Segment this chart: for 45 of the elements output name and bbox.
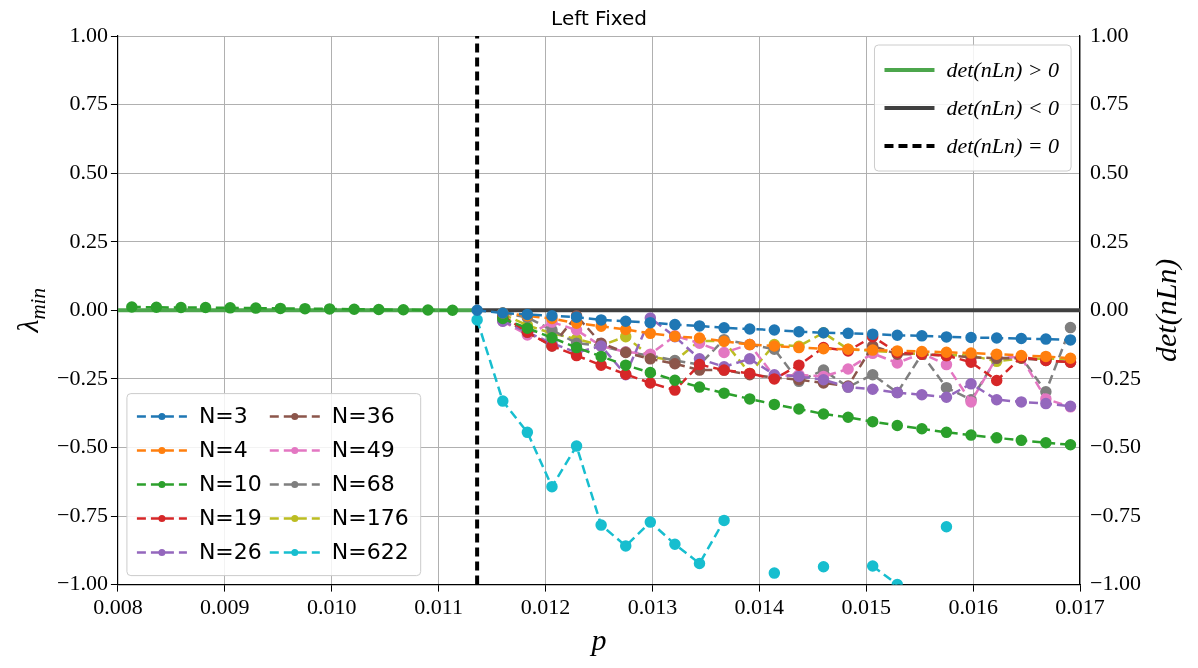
y2-tick-label: −0.50: [1090, 433, 1142, 459]
y2-tick-label: −0.75: [1090, 501, 1142, 527]
chart-title: Left Fixed: [551, 6, 647, 31]
y2-tick-label: 0.50: [1090, 158, 1129, 184]
y-tick-label: −1.00: [56, 570, 108, 596]
x-tick-label: 0.012: [520, 593, 571, 619]
legend-label: N=68: [331, 471, 395, 497]
y-tick-label: 0.00: [69, 296, 108, 322]
y2-tick-label: −0.25: [1090, 364, 1142, 390]
legend-label: det(nLn) > 0: [946, 56, 1060, 82]
x-axis-title: p: [589, 622, 607, 656]
x-tick-label: 0.010: [306, 593, 357, 619]
y-tick-label: −0.50: [56, 433, 108, 459]
x-tick-label: 0.011: [414, 593, 463, 619]
legend-label: det(nLn) = 0: [946, 132, 1060, 158]
x-tick-label: 0.015: [841, 593, 892, 619]
y-tick-label: 0.25: [69, 227, 108, 253]
legend-label: N=622: [331, 539, 409, 565]
y-tick-label: 1.00: [69, 21, 108, 47]
y2-tick-label: 1.00: [1090, 21, 1129, 47]
y2-axis-title: det(nLn): [1148, 258, 1183, 362]
x-tick-label: 0.008: [93, 593, 143, 619]
legend-label: N=36: [331, 403, 395, 429]
x-tick-label: 0.013: [627, 593, 678, 619]
y2-tick-label: 0.75: [1090, 90, 1129, 116]
y-tick-label: 0.50: [69, 158, 108, 184]
legend-label: N=19: [198, 505, 262, 531]
y-axis-title: λmin: [10, 288, 50, 334]
legend-label: N=26: [198, 539, 262, 565]
y2-tick-label: −1.00: [1090, 570, 1142, 596]
legend-label: N=49: [331, 437, 395, 463]
y2-tick-label: 0.00: [1090, 296, 1129, 322]
legend-label: N=10: [198, 471, 262, 497]
legend-label: det(nLn) < 0: [946, 94, 1060, 120]
legend-label: N=3: [198, 403, 248, 429]
x-tick-label: 0.017: [1055, 593, 1105, 619]
x-tick-label: 0.014: [734, 593, 785, 619]
y-tick-label: −0.75: [56, 501, 108, 527]
legend-label: N=4: [198, 437, 248, 463]
x-tick-label: 0.016: [948, 593, 998, 619]
legend-label: N=176: [331, 505, 409, 531]
y-tick-label: −0.25: [56, 364, 108, 390]
y2-tick-label: 0.25: [1090, 227, 1129, 253]
x-tick-label: 0.009: [200, 593, 250, 619]
y-tick-label: 0.75: [69, 90, 108, 116]
